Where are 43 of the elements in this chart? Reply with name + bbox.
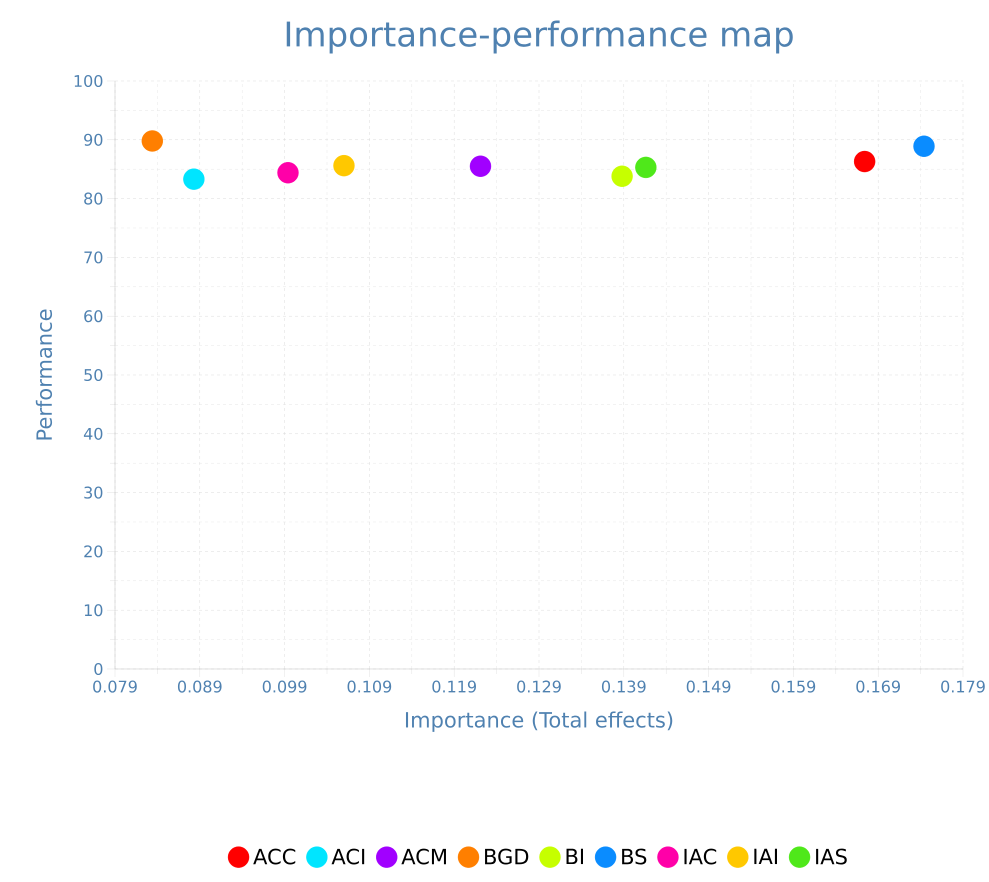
y-tick-label: 80 [84, 192, 102, 205]
x-tick-label: 0.089 [178, 680, 222, 693]
y-axis-title: Performance [36, 310, 52, 440]
point [611, 166, 633, 187]
x-axis-title: Importance (Total effects) [406, 711, 672, 732]
x-tick-label: 0.119 [432, 680, 476, 693]
legend-label: BGD [485, 848, 528, 864]
x-tick-label: 0.149 [686, 680, 730, 693]
y-tick-label: 20 [84, 545, 102, 558]
point [277, 162, 299, 184]
x-tick-label: 0.109 [348, 680, 392, 693]
x-tick-label: 0.079 [93, 680, 137, 693]
legend-label: ACI [332, 848, 364, 864]
y-tick-label: 70 [84, 251, 102, 264]
chart-title: Importance-performance map [286, 20, 793, 54]
x-tick-label: 0.179 [941, 680, 985, 693]
y-tick-label: 40 [84, 428, 102, 440]
x-tick-label: 0.129 [517, 680, 561, 693]
legend-label: BS [622, 848, 646, 864]
legend-label: BI [566, 848, 584, 864]
legend-label: IAS [816, 848, 847, 864]
point [183, 168, 205, 190]
y-tick-label: 50 [84, 368, 102, 382]
x-tick-label: 0.159 [772, 680, 816, 693]
y-tick-label: 90 [84, 134, 102, 146]
point [913, 136, 935, 157]
point [142, 130, 164, 152]
y-tick-label: 100 [74, 74, 102, 88]
x-tick-label: 0.099 [262, 680, 306, 693]
point [333, 154, 355, 176]
legend-label: IAC [684, 848, 716, 864]
y-tick-label: 60 [84, 310, 102, 322]
y-tick-label: 10 [84, 604, 102, 616]
y-tick-label: 30 [84, 486, 102, 499]
point [635, 156, 657, 178]
x-tick-label: 0.169 [856, 680, 900, 693]
x-tick-label: 0.139 [602, 680, 646, 693]
legend-label: IAI [754, 848, 777, 864]
point [854, 150, 876, 172]
y-tick-label: 0 [94, 662, 102, 676]
legend-label: ACC [253, 848, 296, 864]
point [470, 156, 492, 177]
legend-label: ACM [401, 848, 446, 864]
